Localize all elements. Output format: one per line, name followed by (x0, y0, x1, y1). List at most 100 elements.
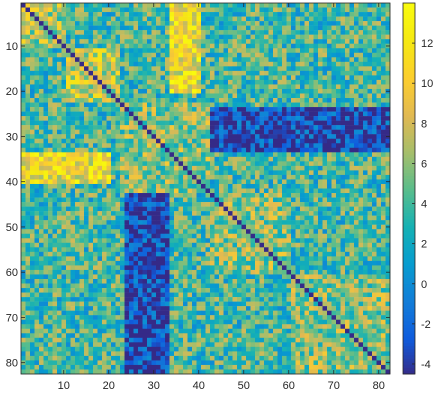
heatmap-cell (363, 193, 368, 198)
heatmap-cell (88, 183, 94, 189)
heatmap-cell (201, 206, 206, 212)
heatmap-cell (133, 21, 139, 26)
heatmap-cell (43, 21, 49, 26)
heatmap-cell (358, 233, 364, 239)
heatmap-cell (25, 215, 31, 221)
heatmap-cell (156, 238, 161, 244)
heatmap-cell (291, 52, 296, 58)
heatmap-cell (300, 52, 305, 58)
heatmap-cell (21, 107, 26, 112)
heatmap-cell (232, 129, 238, 135)
heatmap-cell (34, 102, 40, 108)
heatmap-cell (381, 174, 386, 180)
heatmap-cell (367, 116, 373, 121)
heatmap-cell (147, 93, 152, 99)
heatmap-cell (183, 98, 188, 103)
heatmap-cell (246, 111, 251, 117)
heatmap-cell (138, 61, 143, 67)
heatmap-cell (169, 161, 175, 167)
heatmap-cell (264, 242, 269, 248)
heatmap-cell (264, 238, 269, 244)
heatmap-cell (102, 52, 107, 58)
heatmap-cell (300, 251, 305, 257)
heatmap-cell (151, 183, 157, 189)
heatmap-cell (304, 138, 310, 144)
heatmap-cell (376, 75, 382, 81)
heatmap-cell (174, 197, 179, 203)
heatmap-cell (372, 66, 377, 72)
heatmap-cell (70, 242, 76, 248)
heatmap-cell (349, 25, 355, 31)
heatmap-cell (241, 61, 247, 67)
heatmap-cell (291, 269, 296, 275)
heatmap-cell (156, 220, 161, 225)
heatmap-cell (34, 193, 40, 198)
heatmap-cell (210, 102, 215, 108)
heatmap-cell (291, 3, 296, 8)
heatmap-cell (237, 34, 242, 40)
heatmap-cell (30, 238, 35, 244)
heatmap-cell (165, 179, 170, 185)
heatmap-cell (313, 170, 319, 176)
heatmap-cell (129, 57, 134, 63)
heatmap-cell (210, 269, 215, 275)
heatmap-cell (340, 156, 346, 162)
heatmap-cell (291, 70, 296, 76)
heatmap-cell (133, 116, 139, 121)
heatmap-cell (250, 12, 256, 17)
heatmap-cell (120, 260, 125, 266)
heatmap-cell (30, 229, 35, 234)
heatmap-cell (48, 220, 53, 225)
heatmap-cell (120, 215, 125, 221)
heatmap-cell (214, 229, 220, 234)
heatmap-cell (228, 48, 233, 54)
heatmap-cell (48, 98, 53, 103)
heatmap-cell (219, 75, 224, 81)
heatmap-cell (52, 206, 58, 212)
heatmap-cell (25, 61, 31, 67)
heatmap-cell (363, 66, 368, 72)
heatmap-cell (259, 274, 265, 280)
heatmap-cell (241, 88, 247, 94)
heatmap-cell (115, 224, 121, 230)
heatmap-cell (277, 233, 283, 239)
heatmap-cell (21, 260, 26, 266)
heatmap-cell (210, 220, 215, 225)
heatmap-cell (97, 125, 103, 130)
heatmap-cell (291, 224, 296, 230)
heatmap-cell (120, 134, 125, 139)
heatmap-cell (376, 202, 382, 207)
heatmap-cell (34, 165, 40, 171)
heatmap-cell (313, 247, 319, 253)
heatmap-cell (381, 16, 386, 22)
heatmap-cell (255, 247, 260, 253)
heatmap-cell (232, 260, 238, 266)
heatmap-cell (156, 84, 161, 90)
heatmap-cell (187, 25, 193, 31)
heatmap-cell (120, 174, 125, 180)
heatmap-cell (345, 156, 350, 162)
heatmap-cell (165, 147, 170, 153)
heatmap-cell (39, 61, 44, 67)
heatmap-cell (70, 138, 76, 144)
heatmap-cell (21, 147, 26, 153)
heatmap-cell (331, 25, 337, 31)
heatmap-cell (228, 7, 233, 13)
heatmap-cell (210, 179, 215, 185)
heatmap-cell (255, 120, 260, 126)
heatmap-cell (345, 229, 350, 234)
heatmap-cell (246, 174, 251, 180)
heatmap-cell (282, 129, 287, 135)
heatmap-cell (286, 66, 292, 72)
heatmap-cell (133, 138, 139, 144)
heatmap-cell (34, 111, 40, 117)
heatmap-cell (93, 156, 98, 162)
heatmap-cell (39, 215, 44, 221)
heatmap-cell (61, 156, 67, 162)
heatmap-cell (340, 174, 346, 180)
heatmap-cell (313, 206, 319, 212)
heatmap-cell (156, 48, 161, 54)
heatmap-cell (174, 111, 179, 117)
heatmap-cell (264, 84, 269, 90)
heatmap-cell (376, 238, 382, 244)
